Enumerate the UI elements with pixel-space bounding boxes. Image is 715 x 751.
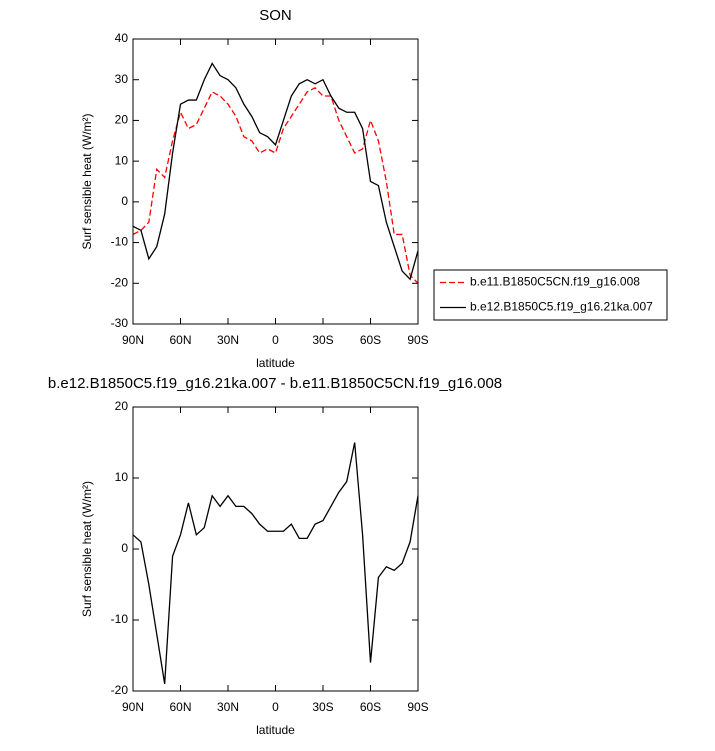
- x-tick-label: 60N: [169, 700, 191, 714]
- x-tick-label: 90S: [407, 700, 428, 714]
- chart-title: SON: [259, 7, 292, 24]
- y-axis-label: Surf sensible heat (W/m²): [80, 113, 94, 249]
- y-tick-label: -20: [111, 275, 129, 289]
- y-tick-label: 0: [121, 194, 128, 208]
- x-tick-label: 30S: [312, 333, 333, 347]
- x-tick-label: 90N: [122, 700, 144, 714]
- x-tick-label: 30S: [312, 700, 333, 714]
- y-tick-label: 30: [115, 72, 129, 86]
- y-tick-label: 10: [115, 470, 129, 484]
- data-line: [132, 87, 419, 284]
- legend-box: [433, 269, 668, 321]
- x-tick-label: 90N: [122, 333, 144, 347]
- y-tick-label: -30: [111, 316, 129, 330]
- y-tick-label: -20: [111, 683, 129, 697]
- legend-label: b.e11.B1850C5CN.f19_g16.008: [470, 275, 640, 289]
- x-tick-label: 60N: [169, 333, 191, 347]
- legend-label: b.e12.B1850C5.f19_g16.21ka.007: [470, 300, 653, 314]
- x-tick-label: 90S: [407, 333, 428, 347]
- x-tick-label: 30N: [217, 333, 239, 347]
- plot-frame: [132, 406, 419, 692]
- x-tick-label: 60S: [360, 333, 381, 347]
- plot-frame: [132, 38, 419, 325]
- x-tick-label: 30N: [217, 700, 239, 714]
- y-tick-label: -10: [111, 235, 129, 249]
- data-line: [132, 62, 419, 281]
- data-line: [132, 442, 419, 685]
- x-tick-label: 0: [272, 700, 279, 714]
- y-tick-label: -10: [111, 612, 129, 626]
- x-axis-label: latitude: [256, 723, 295, 737]
- x-tick-label: 60S: [360, 700, 381, 714]
- y-tick-label: 20: [115, 399, 129, 413]
- y-tick-label: 20: [115, 113, 129, 127]
- chart-title: b.e12.B1850C5.f19_g16.21ka.007 - b.e11.B…: [48, 375, 502, 392]
- x-axis-label: latitude: [256, 356, 295, 370]
- y-tick-label: 40: [115, 31, 129, 45]
- x-tick-label: 0: [272, 333, 279, 347]
- y-tick-label: 0: [121, 541, 128, 555]
- y-axis-label: Surf sensible heat (W/m²): [80, 481, 94, 617]
- y-tick-label: 10: [115, 153, 129, 167]
